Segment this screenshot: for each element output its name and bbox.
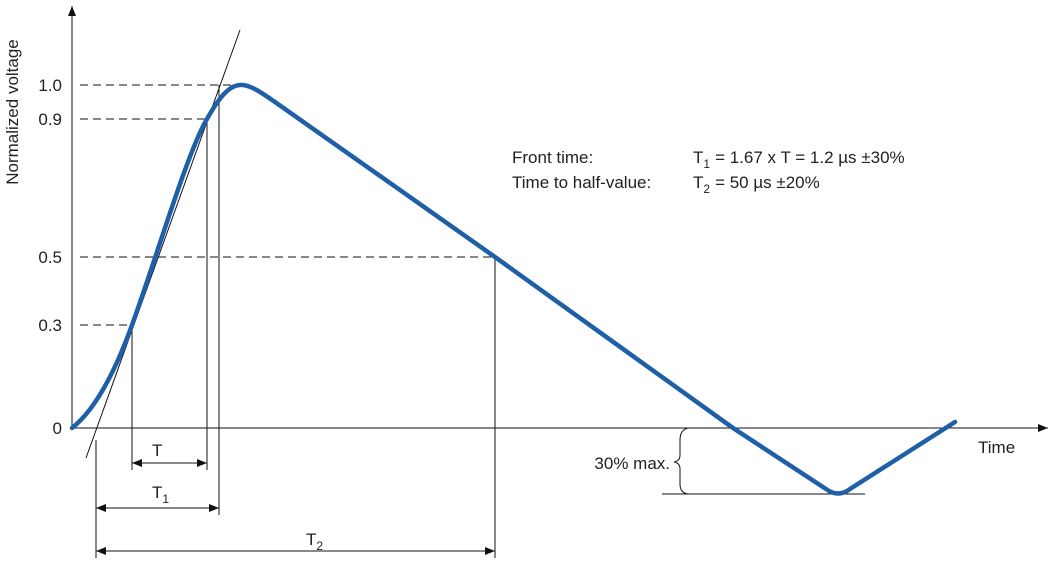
y-tick-label: 0	[53, 419, 62, 438]
symbol: T	[306, 530, 316, 549]
y-tick-label: 0.3	[38, 316, 62, 335]
interval-label: T	[152, 441, 162, 460]
y-tick-label: 0.9	[38, 110, 62, 129]
interval-label: T2	[306, 530, 323, 553]
subscript: 1	[162, 492, 169, 506]
legend-label: Front time:	[512, 148, 593, 167]
formula-value: = 50 µs ±20%	[715, 173, 820, 192]
x-axis-label: Time	[978, 438, 1015, 457]
legend-formula: T2 = 50 µs ±20%	[693, 173, 820, 196]
subscript: 2	[316, 539, 323, 553]
symbol: T	[152, 483, 162, 502]
undershoot-label: 30% max.	[594, 454, 670, 473]
symbol: T	[693, 148, 703, 167]
formula-value: = 1.67 x T = 1.2 µs ±30%	[715, 148, 905, 167]
y-axis-label: Normalized voltage	[3, 39, 22, 185]
tangent-line	[85, 29, 241, 459]
waveform	[69, 82, 958, 496]
y-tick-label: 0.5	[38, 248, 62, 267]
subscript: 2	[703, 182, 710, 196]
interval-label: T1	[152, 483, 169, 506]
y-tick-label: 1.0	[38, 76, 62, 95]
symbol: T	[693, 173, 703, 192]
brace	[673, 427, 689, 495]
subscript: 1	[703, 157, 710, 171]
legend-formula: T1 = 1.67 x T = 1.2 µs ±30%	[693, 148, 905, 171]
legend-label: Time to half-value:	[512, 173, 651, 192]
